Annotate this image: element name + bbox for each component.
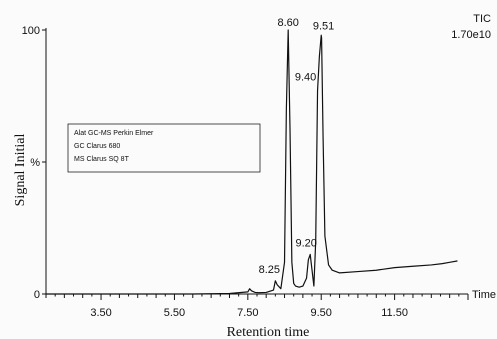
x-tick-label: 5.50	[164, 307, 185, 319]
instrument-note-line-3: MS Clarus SQ 8T	[74, 156, 130, 163]
peak-label: 9.20	[295, 237, 316, 249]
tic-label: TIC	[473, 13, 491, 25]
peak-label: 9.40	[295, 72, 316, 84]
instrument-note-line-1: Alat GC-MS Perkin Elmer	[74, 130, 154, 137]
peak-label: 8.25	[259, 264, 280, 276]
label-layer: 8.25 8.60 9.20 9.40 9.51	[259, 17, 335, 276]
trace-layer	[45, 29, 458, 295]
x-axis-title: Retention time	[227, 325, 310, 339]
chromatogram-trace	[45, 29, 458, 295]
peak-label: 8.60	[277, 17, 298, 29]
y-tick-percent-label: %	[30, 157, 40, 169]
peak-label: 9.51	[313, 20, 334, 32]
x-tick-label: 9.50	[311, 307, 332, 319]
y-tick-100-label: 100	[22, 25, 40, 37]
y-tick-0-label: 0	[34, 289, 40, 301]
instrument-notes-box	[67, 123, 261, 173]
tic-scale-label: 1.70e10	[451, 29, 491, 41]
instrument-note-line-2: GC Clarus 680	[74, 143, 120, 150]
x-tick-label: 7.50	[237, 307, 258, 319]
x-tick-label: 3.50	[90, 307, 111, 319]
x-axis-end-label: Time	[472, 289, 496, 301]
x-tick-label: 11.50	[381, 307, 408, 319]
y-axis-title: Signal Initial	[13, 134, 28, 207]
